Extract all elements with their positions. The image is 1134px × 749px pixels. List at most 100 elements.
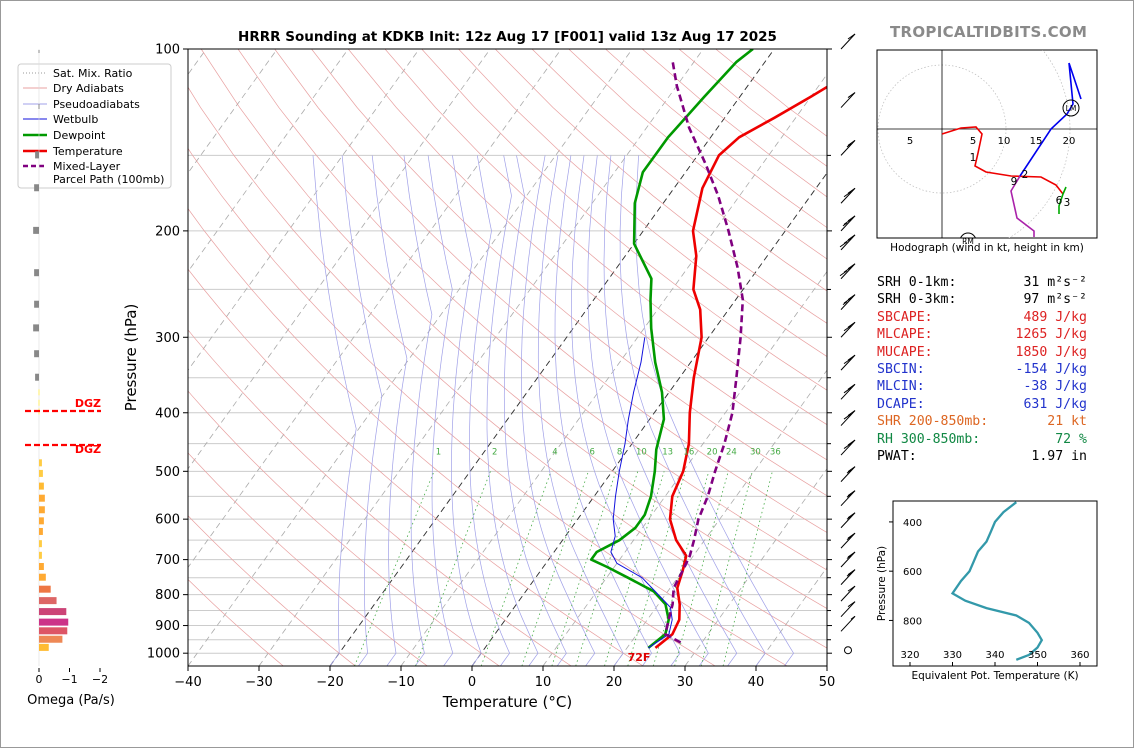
surface-temp-label: 72F [628,651,651,664]
omega-bar [34,269,39,276]
index-row: SHR 200-850mb:21 kt [877,413,1087,430]
index-label: DCAPE: [877,396,925,413]
y-tick-label: 800 [155,588,180,603]
omega-bar [39,528,43,535]
series-dewpoint [591,49,753,648]
omega-bar [39,495,45,502]
pseudoadiabat [372,155,407,666]
mixing-ratio-label: 16 [683,448,694,458]
theta-e-y-tick-label: 600 [903,567,922,578]
legend-label: Temperature [52,145,123,158]
dgz-label-bottom: DGZ [75,443,101,456]
hodograph-height-label: 6 [1056,195,1063,207]
mixing-ratio-line [355,471,434,666]
isotherm-line [188,49,632,666]
y-tick-label: 400 [155,406,180,421]
wind-barb-staff [841,586,855,601]
omega-bar [39,517,44,524]
y-tick-label: 900 [155,619,180,634]
mixing-ratio-label: 24 [726,448,737,458]
mixing-ratio-line [416,471,491,666]
theta-e-x-label: Equivalent Pot. Temperature (K) [911,670,1078,682]
pseudoadiabat [555,155,652,666]
index-row: PWAT: 1.97 in [877,448,1087,465]
index-row: RH 300-850mb:72 % [877,431,1087,448]
omega-bar [33,227,39,234]
theta-e-x-tick-label: 350 [1028,650,1047,661]
index-row: SRH 0-3km:97 m²s⁻² [877,291,1087,308]
dry-adiabat [165,49,860,666]
theta-e-y-label: Pressure (hPa) [876,546,888,621]
pseudoadiabat [428,155,453,666]
hodograph-height-label: 1 [970,152,977,164]
index-row: MUCAPE:1850 J/kg [877,344,1087,361]
omega-bar [34,301,39,308]
mixing-ratio-line [552,471,616,666]
index-value: 1.97 in [1031,448,1087,465]
hodograph-height-label: 2 [1022,169,1029,181]
dgz-label-top: DGZ [75,397,101,410]
omega-bar [35,374,39,381]
index-row: SBCIN:-154 J/kg [877,361,1087,378]
x-tick-label: −30 [245,675,272,690]
mixing-ratio-label: 20 [707,448,718,458]
omega-bar [39,483,44,490]
index-label: PWAT: [877,448,917,465]
index-row: MLCAPE:1265 J/kg [877,326,1087,343]
x-tick-label: 40 [748,675,765,690]
index-value: 72 % [1055,431,1087,448]
pseudoadiabat [636,155,794,666]
index-row: DCAPE: 631 J/kg [877,396,1087,413]
hodograph-caption: Hodograph (wind in kt, height in km) [890,242,1084,254]
mixing-ratio-label: 6 [590,448,595,458]
omega-bar [34,350,39,357]
omega-bar [39,586,51,593]
mixing-ratio-line [576,471,638,666]
wind-barb-staff [841,552,855,567]
omega-bar [39,470,43,477]
index-value: 21 kt [1047,413,1087,430]
x-tick-label: −10 [387,675,414,690]
index-row: SBCAPE:489 J/kg [877,309,1087,326]
legend-label: Mixed-Layer [53,160,121,173]
hodograph-height-label: 9 [1011,176,1018,188]
brand-label: TROPICALTIDBITS.COM [890,23,1087,41]
index-value: 1850 J/kg [1016,344,1087,361]
wind-barb-staff [841,188,855,203]
index-value: 1265 J/kg [1016,326,1087,343]
x-tick-label: 0 [468,675,476,690]
mixing-ratio-label: 8 [617,448,622,458]
omega-bar [39,389,40,395]
index-value: 631 J/kg [1023,396,1087,413]
wind-barb-staff [841,513,855,528]
wind-barb-staff [841,235,855,250]
omega-tick-label: −2 [92,673,108,686]
pseudoadiabat [487,155,538,666]
omega-bar [39,552,42,559]
index-value: -38 J/kg [1023,378,1087,395]
pseudoadiabat [470,155,510,666]
x-tick-label: 20 [606,675,623,690]
isotherm-line [117,49,561,666]
y-axis-label: Pressure (hPa) [122,304,140,412]
wind-barb-calm [845,647,852,654]
theta-e-y-tick-label: 800 [903,616,922,627]
omega-bar [34,184,39,191]
mixing-ratio-label: 30 [750,448,761,458]
index-value: 489 J/kg [1023,309,1087,326]
index-value: 31 m²s⁻² [1023,274,1087,291]
x-axis-label: Temperature (°C) [442,693,572,711]
freezing-isotherm [330,49,774,666]
legend-label: Pseudoadiabats [53,98,140,111]
wind-barb-staff [841,491,855,506]
legend-label: Sat. Mix. Ratio [53,67,133,80]
x-tick-label: 10 [535,675,552,690]
wind-barb-staff [841,93,855,108]
x-tick-label: 30 [677,675,694,690]
mixing-ratio-label: 2 [492,448,497,458]
omega-tick-label: 0 [36,673,43,686]
omega-tick-label: −1 [61,673,77,686]
omega-bar [39,563,44,570]
